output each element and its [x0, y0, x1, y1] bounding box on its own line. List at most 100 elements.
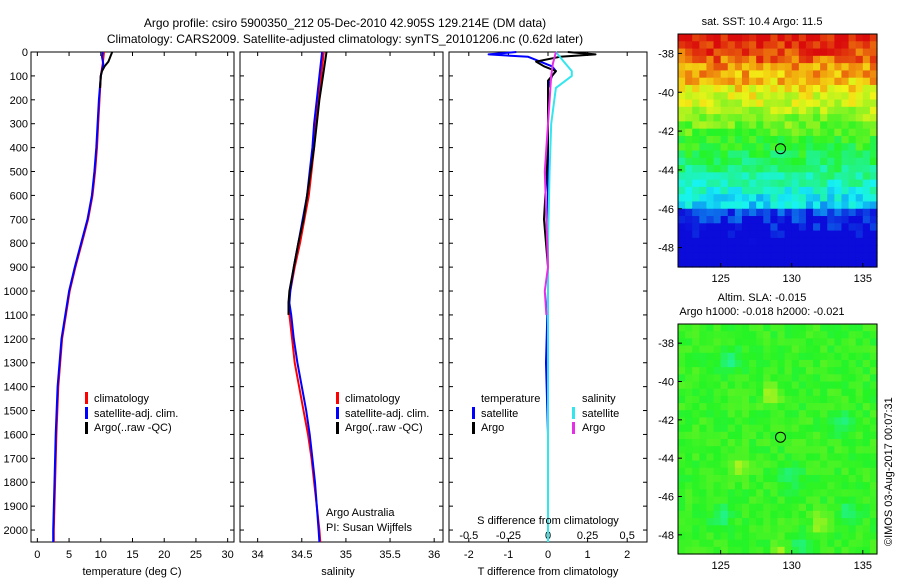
- heatmap-cell: [699, 34, 708, 42]
- heatmap-cell: [784, 41, 793, 50]
- sst-map-axes: 125 130 135-38-40-42-44-46-48: [658, 48, 872, 285]
- heatmap-cell: [820, 367, 828, 375]
- heatmap-cell: [827, 157, 835, 166]
- heatmap-cell: [813, 237, 821, 246]
- heatmap-cell: [678, 532, 686, 541]
- heatmap-cell: [713, 539, 722, 548]
- heatmap-cell: [813, 374, 821, 383]
- heatmap-cell: [692, 165, 700, 173]
- heatmap-cell: [791, 230, 800, 239]
- heatmap-cell: [784, 324, 793, 332]
- heatmap-cell: [763, 496, 771, 505]
- heatmap-cell: [848, 331, 857, 339]
- heatmap-cell: [869, 121, 878, 130]
- heatmap-cell: [756, 381, 764, 390]
- heatmap-cell: [763, 510, 771, 519]
- heatmap-cell: [841, 345, 850, 354]
- heatmap-cell: [855, 201, 864, 210]
- heatmap-cell: [784, 186, 793, 195]
- heatmap-cell: [720, 359, 729, 368]
- heatmap-cell: [692, 135, 700, 144]
- heatmap-cell: [720, 474, 729, 483]
- heatmap-cell: [805, 417, 814, 426]
- heatmap-cell: [685, 106, 693, 115]
- heatmap-cell: [798, 77, 807, 86]
- lat-tick-label: -40: [658, 87, 674, 99]
- heatmap-cell: [727, 510, 736, 519]
- heatmap-cell: [741, 352, 750, 361]
- heatmap-cell: [713, 338, 722, 347]
- legend-swatch-argo: [85, 422, 88, 434]
- heatmap-cell: [678, 84, 686, 93]
- heatmap-cell: [869, 359, 878, 368]
- heatmap-cell: [798, 395, 807, 404]
- heatmap-cell: [862, 70, 871, 79]
- heatmap-cell: [763, 208, 771, 217]
- difference-panel: -2 -1 0 1 2-0.5 -0.25 0 0.25 0.5 S difference fr…: [448, 51, 648, 578]
- heatmap-cell: [749, 252, 757, 261]
- heatmap-cell: [678, 259, 686, 268]
- heatmap-cell: [777, 474, 786, 483]
- heatmap-cell: [741, 135, 750, 144]
- heatmap-cell: [798, 143, 807, 152]
- heatmap-cell: [848, 252, 857, 261]
- heatmap-cell: [827, 467, 835, 476]
- heatmap-cell: [678, 359, 686, 368]
- heatmap-cell: [734, 467, 743, 476]
- heatmap-cell: [692, 48, 700, 57]
- heatmap-cell: [869, 331, 878, 339]
- heatmap-cell: [720, 143, 729, 152]
- heatmap-cell: [862, 525, 871, 534]
- heatmap-cell: [777, 55, 786, 64]
- heatmap-cell: [798, 381, 807, 390]
- x-tick-label: 34.5: [291, 549, 312, 561]
- heatmap-cell: [820, 460, 828, 469]
- heatmap-cell: [749, 510, 757, 519]
- heatmap-cell: [699, 194, 708, 203]
- heatmap-cell: [798, 179, 807, 188]
- heatmap-cell: [869, 439, 878, 447]
- heatmap-cell: [805, 532, 814, 541]
- heatmap-cell: [820, 359, 828, 368]
- heatmap-cell: [713, 143, 722, 152]
- heatmap-cell: [820, 121, 828, 130]
- heatmap-cell: [685, 237, 693, 246]
- heatmap-cell: [813, 230, 821, 239]
- heatmap-cell: [770, 331, 779, 339]
- heatmap-cell: [805, 201, 814, 210]
- heatmap-cell: [685, 367, 693, 375]
- heatmap-cell: [777, 172, 786, 181]
- heatmap-cell: [734, 106, 743, 115]
- heatmap-cell: [734, 34, 743, 42]
- heatmap-cell: [692, 352, 700, 361]
- heatmap-cell: [827, 489, 835, 498]
- heatmap-cell: [713, 259, 722, 268]
- heatmap-cell: [834, 345, 843, 354]
- heatmap-cell: [805, 41, 814, 50]
- heatmap-cell: [777, 431, 786, 440]
- heatmap-cell: [678, 92, 686, 101]
- heatmap-cell: [777, 453, 786, 462]
- heatmap-cell: [791, 532, 800, 541]
- heatmap-cell: [791, 106, 800, 115]
- heatmap-cell: [869, 55, 878, 64]
- heatmap-cell: [805, 63, 814, 72]
- heatmap-cell: [855, 518, 864, 526]
- heatmap-cell: [706, 114, 715, 122]
- heatmap-cell: [678, 223, 686, 232]
- heatmap-cell: [798, 503, 807, 512]
- heatmap-cell: [813, 194, 821, 203]
- heatmap-cell: [713, 41, 722, 50]
- heatmap-cell: [869, 503, 878, 512]
- temperature-panel: 0100200300400500600700800900100011001200…: [4, 47, 235, 578]
- heatmap-cell: [678, 121, 686, 130]
- heatmap-cell: [699, 237, 708, 246]
- heatmap-cell: [805, 223, 814, 232]
- heatmap-cell: [791, 410, 800, 419]
- heatmap-cell: [805, 48, 814, 57]
- heatmap-cell: [685, 99, 693, 108]
- heatmap-cell: [706, 410, 715, 419]
- heatmap-cell: [692, 518, 700, 526]
- heatmap-cell: [869, 106, 878, 115]
- heatmap-cell: [734, 245, 743, 254]
